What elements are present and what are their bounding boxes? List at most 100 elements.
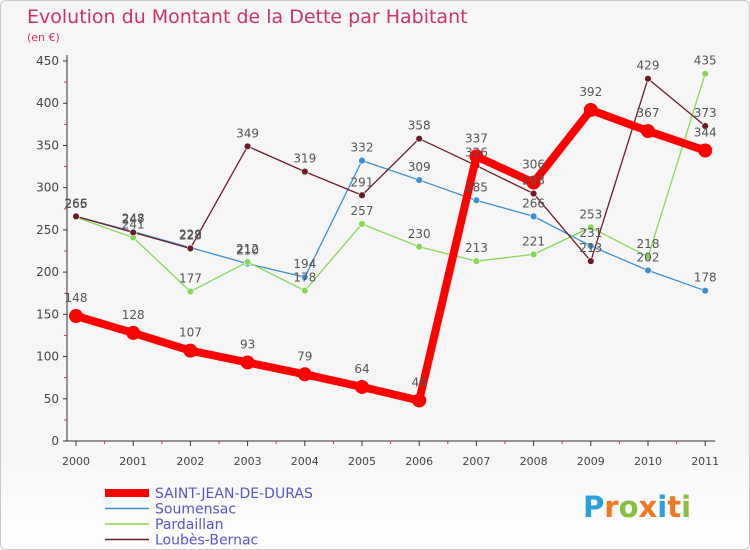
- logo-letter: t: [667, 490, 681, 524]
- legend-label: Soumensac: [155, 502, 236, 518]
- data-point: [701, 69, 709, 78]
- data-label: 349: [236, 126, 259, 140]
- x-tick-label: 2010: [634, 455, 662, 468]
- data-label: 337: [465, 131, 488, 145]
- data-point: [583, 102, 598, 117]
- data-label: 93: [240, 337, 255, 351]
- data-label: 210: [236, 244, 259, 258]
- data-point: [469, 149, 484, 164]
- data-label: 306: [522, 158, 545, 172]
- data-label: 373: [694, 106, 717, 120]
- x-tick-label: 2009: [577, 455, 605, 468]
- data-label: 319: [293, 152, 316, 166]
- x-tick-label: 2000: [62, 455, 90, 468]
- data-point: [69, 309, 83, 324]
- data-point: [186, 244, 195, 253]
- data-label: 64: [354, 362, 369, 376]
- data-label: 241: [122, 217, 145, 231]
- data-point: [644, 253, 652, 261]
- data-label: 285: [465, 180, 488, 194]
- data-point: [472, 196, 481, 205]
- data-point: [641, 124, 655, 139]
- data-point: [72, 212, 80, 221]
- series-line-1: [75, 159, 706, 292]
- series-line-3: [75, 78, 706, 262]
- series-line-0: [72, 105, 710, 405]
- data-label: 228: [179, 228, 202, 242]
- data-label: 291: [351, 175, 374, 189]
- data-point: [301, 273, 309, 281]
- data-label: 48: [412, 375, 427, 389]
- data-label: 266: [522, 196, 545, 210]
- data-point: [701, 286, 709, 295]
- data-label: 231: [579, 226, 602, 240]
- data-label: 332: [351, 141, 374, 155]
- data-label: 257: [351, 204, 374, 218]
- data-label: 265: [65, 197, 88, 211]
- data-label: 128: [122, 308, 145, 322]
- data-label: 429: [637, 59, 660, 73]
- data-point: [698, 143, 713, 158]
- chart-subtitle: (en €): [27, 31, 60, 44]
- data-point: [529, 189, 538, 198]
- data-label: 392: [579, 85, 602, 99]
- y-tick-label: 350: [36, 138, 59, 152]
- logo-letter: r: [604, 490, 619, 524]
- data-point: [644, 75, 652, 83]
- data-label: 266: [65, 196, 88, 210]
- data-point: [526, 175, 541, 190]
- data-point: [587, 242, 595, 250]
- y-tick-label: 150: [36, 307, 59, 321]
- data-point: [301, 167, 309, 176]
- data-point: [529, 250, 538, 259]
- y-tick-label: 50: [44, 392, 59, 406]
- data-label: 221: [522, 234, 545, 248]
- logo-letter: P: [583, 490, 604, 524]
- legend-label: SAINT-JEAN-DE-DURAS: [155, 486, 313, 502]
- data-point: [412, 393, 427, 408]
- data-label: 79: [297, 349, 312, 363]
- data-label: 435: [694, 54, 717, 68]
- data-point: [243, 258, 252, 266]
- data-point: [587, 223, 595, 232]
- data-label: 213: [465, 241, 488, 255]
- y-tick-label: 250: [36, 223, 59, 237]
- data-point: [355, 379, 369, 394]
- data-point: [358, 191, 366, 199]
- data-label: 266: [65, 196, 88, 210]
- data-label: 344: [694, 126, 717, 140]
- x-tick-label: 2011: [691, 455, 719, 468]
- data-point: [529, 212, 538, 221]
- chart-title: Evolution du Montant de la Dette par Hab…: [27, 6, 468, 28]
- logo-letter: o: [619, 490, 639, 524]
- data-label: 178: [694, 271, 717, 285]
- data-label: 229: [179, 228, 202, 242]
- data-label: 202: [637, 250, 660, 264]
- proxiti-logo: Proxiti: [583, 490, 691, 524]
- data-point: [186, 287, 195, 296]
- data-label: 253: [579, 207, 602, 221]
- data-point: [415, 243, 423, 251]
- y-tick-label: 400: [36, 96, 59, 110]
- x-tick-label: 2003: [234, 455, 262, 468]
- data-label: 293: [522, 174, 545, 188]
- data-point: [243, 142, 252, 150]
- data-label: 218: [637, 237, 660, 251]
- x-tick-label: 2008: [520, 455, 548, 468]
- data-label: 178: [293, 271, 316, 285]
- series-line-2: [75, 73, 706, 293]
- data-label: 230: [408, 227, 431, 241]
- data-label: 248: [122, 212, 145, 226]
- y-tick-label: 0: [51, 434, 59, 448]
- data-point: [129, 228, 137, 237]
- data-point: [587, 257, 595, 265]
- data-point: [301, 286, 309, 295]
- legend-label: Pardaillan: [155, 517, 224, 533]
- data-label: 194: [293, 257, 316, 271]
- data-point: [701, 122, 709, 130]
- x-tick-label: 2002: [176, 455, 204, 468]
- data-point: [415, 176, 423, 184]
- y-tick-label: 200: [36, 265, 59, 279]
- logo-letter: x: [639, 490, 658, 524]
